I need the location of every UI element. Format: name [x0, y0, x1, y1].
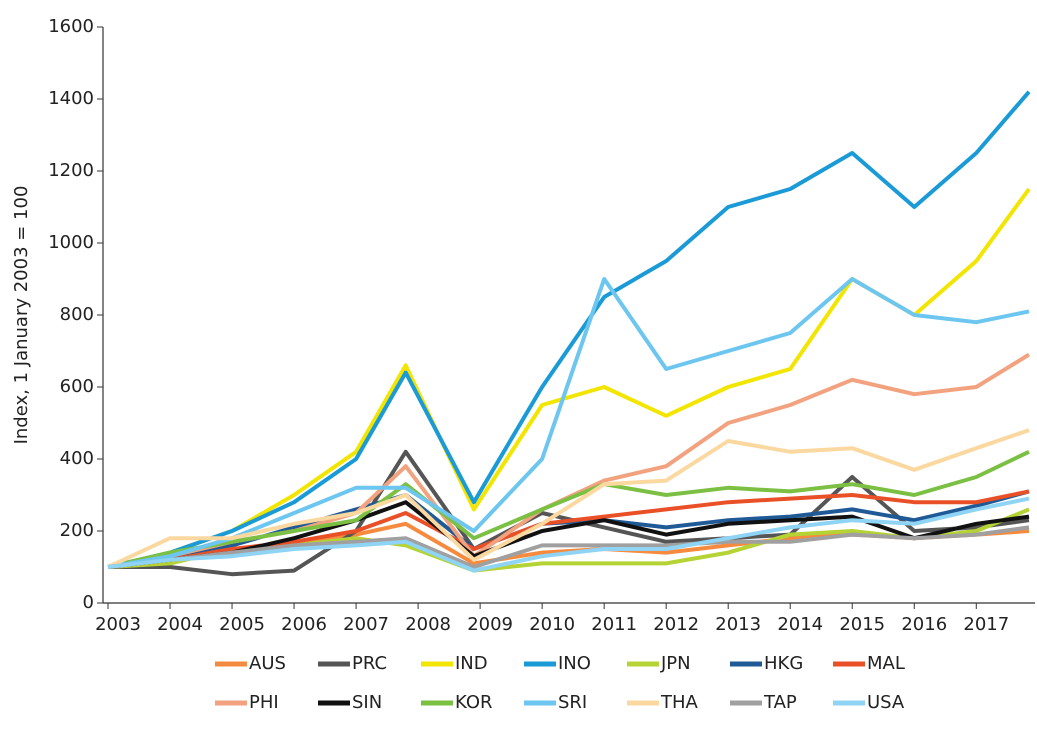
legend-label: JPN — [660, 653, 691, 674]
series-line — [107, 277, 1030, 569]
legend-label: INO — [558, 653, 591, 674]
x-tick-label: 2007 — [343, 614, 389, 635]
series-line — [107, 428, 1030, 569]
legend-label: USA — [867, 692, 905, 713]
x-tick-label: 2008 — [405, 614, 451, 635]
legend-label: SRI — [558, 692, 587, 713]
legend-label: PHI — [249, 692, 279, 713]
y-tick-label: 1000 — [48, 232, 94, 253]
x-tick-label: 2006 — [281, 614, 327, 635]
x-tick-label: 2011 — [591, 614, 637, 635]
y-tick-label: 600 — [60, 376, 94, 397]
y-tick-label: 800 — [60, 304, 94, 325]
x-tick-label: 2003 — [95, 614, 141, 635]
y-tick-label: 200 — [60, 520, 94, 541]
x-tick-label: 2010 — [529, 614, 575, 635]
x-tick-label: 2015 — [839, 614, 885, 635]
x-tick-label: 2004 — [157, 614, 203, 635]
y-tick-label: 400 — [60, 448, 94, 469]
y-axis-label: Index, 1 January 2003 = 100 — [11, 186, 32, 445]
y-tick-label: 1200 — [48, 160, 94, 181]
legend-label: PRC — [352, 653, 387, 674]
series-line — [107, 449, 1030, 569]
x-tick-label: 2017 — [963, 614, 1009, 635]
legend-label: THA — [660, 692, 699, 713]
x-tick-label: 2016 — [901, 614, 947, 635]
y-tick-label: 1600 — [48, 16, 94, 37]
legend-label: IND — [455, 653, 488, 674]
legend-label: TAP — [763, 692, 797, 713]
x-tick-label: 2012 — [653, 614, 699, 635]
legend-label: MAL — [867, 653, 905, 674]
legend-label: SIN — [352, 692, 382, 713]
series-line — [107, 90, 1031, 569]
legend-label: KOR — [455, 692, 493, 713]
legend-label: HKG — [764, 653, 803, 674]
series-line — [107, 500, 1030, 569]
x-tick-label: 2014 — [777, 614, 823, 635]
y-tick-label: 0 — [83, 592, 94, 613]
series-line — [107, 525, 1030, 569]
series-line — [107, 496, 1030, 573]
x-tick-label: 2009 — [467, 614, 513, 635]
y-tick-label: 1400 — [48, 88, 94, 109]
legend-label: AUS — [249, 653, 286, 674]
x-tick-label: 2005 — [219, 614, 265, 635]
x-tick-label: 2013 — [715, 614, 761, 635]
